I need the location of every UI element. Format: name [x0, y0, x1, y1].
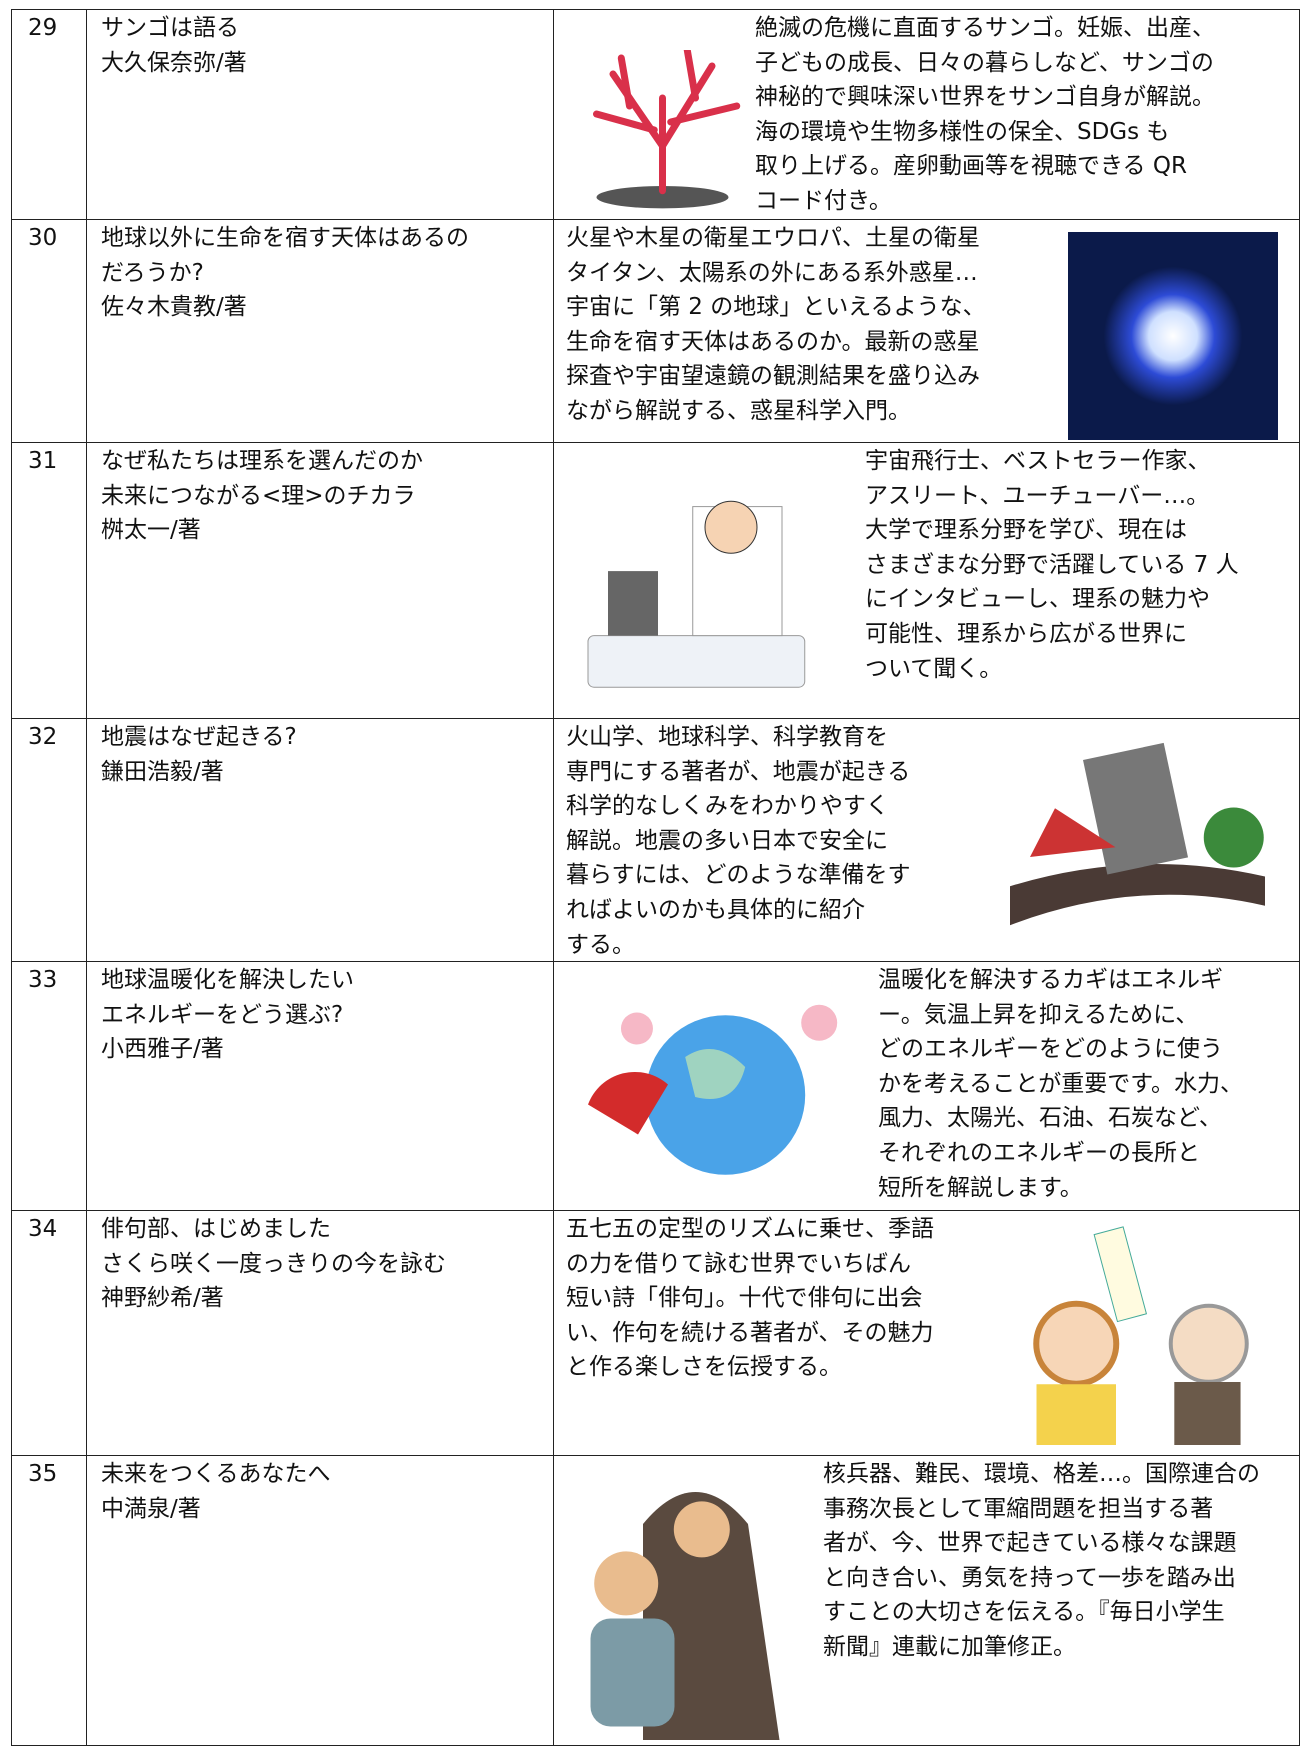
description-line: 事務次長として軍縮問題を担当する著	[823, 1495, 1214, 1522]
book-title-line: 俳句部、はじめました	[101, 1216, 331, 1242]
book-title-line: 大久保奈弥/著	[101, 49, 247, 76]
description-line: 宇宙に「第 2 の地球」といえるような、	[566, 294, 986, 321]
description-line: 神秘的で興味深い世界をサンゴ自身が解説。	[755, 84, 1215, 111]
book-title-line: 桝太一/著	[101, 517, 201, 544]
description-line: にインタビューし、理系の魅力や	[865, 586, 1210, 613]
table-cell	[11, 718, 87, 962]
description-line: ればよいのかも具体的に紹介	[566, 897, 865, 923]
description-line: 五七五の定型のリズムに乗せ、季語	[566, 1216, 934, 1242]
book-title-line: さくら咲く一度っきりの今を詠む	[101, 1250, 446, 1277]
row-number: 32	[28, 724, 58, 750]
description-line: 火山学、地球科学、科学教育を	[566, 724, 888, 750]
description-line: 風力、太陽光、石油、石炭など、	[878, 1105, 1222, 1132]
description-line: 短い詩「俳句」。十代で俳句に出会	[566, 1285, 923, 1312]
illustration	[590, 1492, 780, 1740]
description-line: 生命を宿す天体はあるのか。最新の惑星	[566, 328, 980, 355]
book-title-line: 地球温暖化を解決したい	[101, 967, 354, 993]
description-line: 探査や宇宙望遠鏡の観測結果を盛り込み	[566, 363, 980, 390]
book-title-line: サンゴは語る	[101, 15, 239, 41]
description-line: さまざまな分野で活躍している 7 人	[865, 551, 1239, 578]
book-title-line: なぜ私たちは理系を選んだのか	[101, 448, 423, 474]
illustration	[587, 500, 806, 688]
book-title-line: 地震はなぜ起きる?	[101, 724, 297, 750]
row-number: 31	[28, 448, 58, 474]
illustration	[588, 1004, 838, 1175]
book-title-line: 佐々木貴教/著	[101, 294, 247, 321]
book-title-line: 地球以外に生命を宿す天体はあるの	[101, 225, 469, 251]
description-line: 解説。地震の多い日本で安全に	[566, 827, 888, 854]
book-title-line: 未来をつくるあなたへ	[101, 1461, 331, 1487]
description-line: する。	[566, 931, 635, 958]
description-line: 暮らすには、どのような準備をす	[566, 862, 911, 889]
description-line: ついて聞く。	[865, 655, 1003, 682]
table-cell	[11, 1455, 87, 1746]
description-line: と作る楽しさを伝授する。	[566, 1354, 842, 1381]
description-line: ながら解説する、惑星科学入門。	[566, 398, 911, 424]
description-line: それぞれのエネルギーの長所と	[878, 1140, 1200, 1166]
description-line: 新聞』連載に加筆修正。	[823, 1634, 1076, 1660]
description-line: すことの大切さを伝える。『毎日小学生	[823, 1599, 1225, 1626]
book-title-line: 神野紗希/著	[101, 1285, 224, 1312]
illustration	[1033, 1226, 1249, 1445]
book-title-line: だろうか?	[101, 259, 204, 286]
book-title-line: 鎌田浩毅/著	[101, 758, 224, 785]
description-line: 取り上げる。産卵動画等を視聴できる QR	[755, 153, 1187, 180]
description-line: かを考えることが重要です。水力、	[878, 1070, 1244, 1097]
table-cell	[11, 442, 87, 719]
description-line: アスリート、ユーチューバー…。	[865, 482, 1210, 509]
book-title-line: エネルギーをどう選ぶ?	[101, 1001, 344, 1028]
description-line: い、作句を続ける著者が、その魅力	[566, 1319, 934, 1346]
description-line: ー。気温上昇を抑えるために、	[878, 1001, 1199, 1028]
row-number: 34	[28, 1216, 58, 1242]
description-line: 短所を解説します。	[878, 1174, 1083, 1201]
row-number: 33	[28, 967, 58, 993]
table-cell	[11, 961, 87, 1211]
illustration	[1010, 742, 1265, 926]
description-line: 者が、今、世界で起きている様々な課題	[823, 1530, 1237, 1557]
description-line: 可能性、理系から広がる世界に	[865, 621, 1187, 647]
description-line: 絶滅の危機に直面するサンゴ。妊娠、出産、	[755, 15, 1215, 41]
row-number: 35	[28, 1461, 58, 1487]
row-number: 29	[28, 15, 58, 41]
description-line: 大学で理系分野を学び、現在は	[865, 517, 1187, 544]
description-line: 科学的なしくみをわかりやすく	[566, 793, 889, 820]
description-line: タイタン、太陽系の外にある系外惑星…	[566, 259, 978, 286]
illustration	[1068, 232, 1278, 440]
description-line: 温暖化を解決するカギはエネルギ	[878, 967, 1223, 993]
description-line: コード付き。	[755, 188, 892, 214]
description-line: 海の環境や生物多様性の保全、SDGs も	[755, 118, 1170, 145]
description-line: どのエネルギーをどのように使う	[878, 1036, 1223, 1063]
book-title-line: 小西雅子/著	[101, 1036, 224, 1063]
book-title-line: 中満泉/著	[101, 1495, 201, 1522]
book-title-line: 未来につながる<理>のチカラ	[101, 482, 416, 509]
description-line: 宇宙飛行士、ベストセラー作家、	[865, 448, 1211, 474]
description-line: 核兵器、難民、環境、格差…。国際連合の	[823, 1461, 1260, 1487]
description-line: と向き合い、勇気を持って一歩を踏み出	[823, 1564, 1236, 1591]
description-line: 子どもの成長、日々の暮らしなど、サンゴの	[755, 49, 1214, 76]
table-cell	[11, 1210, 87, 1456]
illustration	[593, 50, 741, 209]
description-line: 火星や木星の衛星エウロパ、土星の衛星	[566, 225, 980, 251]
description-line: の力を借りて詠む世界でいちばん	[566, 1250, 911, 1277]
description-line: 専門にする著者が、地震が起きる	[566, 758, 911, 785]
row-number: 30	[28, 225, 58, 251]
